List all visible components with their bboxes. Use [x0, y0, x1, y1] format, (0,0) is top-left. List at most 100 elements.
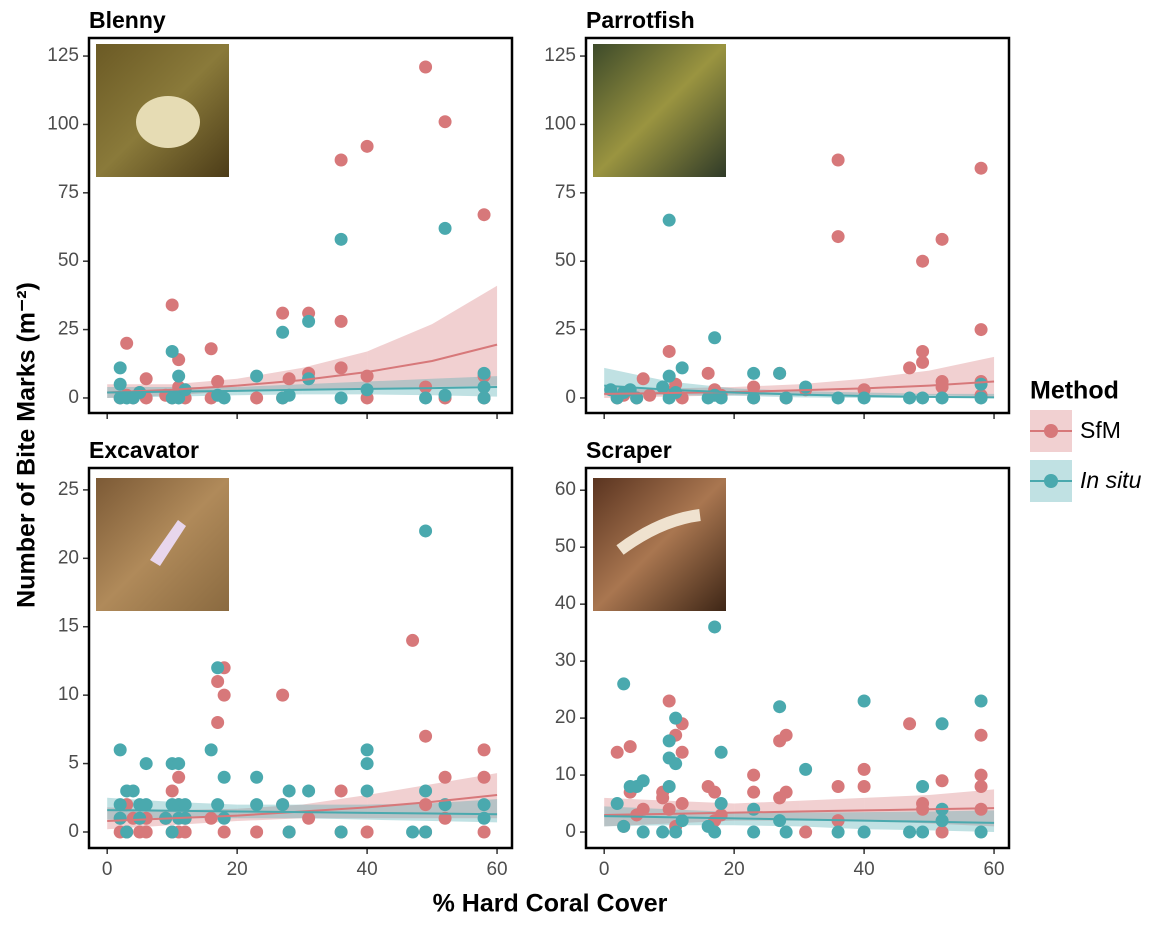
data-point	[250, 798, 263, 811]
data-point	[361, 140, 374, 153]
data-point	[120, 825, 133, 838]
data-point	[903, 361, 916, 374]
data-point	[211, 661, 224, 674]
panel-title: Excavator	[89, 437, 199, 463]
data-point	[975, 378, 988, 391]
data-point	[916, 391, 929, 404]
legend-key-point	[1044, 474, 1058, 488]
data-point	[669, 757, 682, 770]
data-point	[747, 826, 760, 839]
inset-photo	[593, 44, 726, 177]
y-tick-label: 60	[555, 479, 576, 500]
data-point	[663, 345, 676, 358]
y-tick-label: 125	[544, 45, 576, 66]
data-point	[478, 743, 491, 756]
data-point	[832, 153, 845, 166]
data-point	[406, 825, 419, 838]
data-point	[114, 378, 127, 391]
data-point	[419, 784, 432, 797]
data-point	[936, 826, 949, 839]
data-point	[773, 367, 786, 380]
y-tick-label: 10	[58, 684, 79, 705]
data-point	[936, 717, 949, 730]
data-point	[218, 771, 231, 784]
plot-area	[604, 620, 994, 838]
data-point	[975, 769, 988, 782]
data-point	[478, 367, 491, 380]
data-point	[663, 370, 676, 383]
data-point	[832, 391, 845, 404]
data-point	[715, 797, 728, 810]
data-point	[335, 784, 348, 797]
x-tick-label: 0	[599, 859, 610, 880]
data-point	[780, 826, 793, 839]
data-point	[419, 60, 432, 73]
data-point	[708, 331, 721, 344]
data-point	[335, 361, 348, 374]
y-axis-title: Number of Bite Marks (m⁻²)	[13, 282, 41, 608]
data-point	[335, 825, 348, 838]
data-point	[114, 743, 127, 756]
data-point	[439, 222, 452, 235]
data-point	[133, 812, 146, 825]
data-point	[205, 812, 218, 825]
data-point	[975, 826, 988, 839]
data-point	[302, 812, 315, 825]
y-tick-label: 25	[58, 319, 79, 340]
data-point	[858, 763, 871, 776]
data-point	[617, 820, 630, 833]
data-point	[799, 763, 812, 776]
data-point	[611, 746, 624, 759]
data-point	[858, 391, 871, 404]
y-tick-label: 40	[555, 593, 576, 614]
data-point	[773, 700, 786, 713]
data-point	[676, 814, 689, 827]
data-point	[858, 826, 871, 839]
data-point	[179, 825, 192, 838]
y-tick-label: 0	[565, 821, 576, 842]
confidence-ribbon	[864, 371, 929, 396]
data-point	[676, 797, 689, 810]
x-tick-label: 40	[854, 859, 875, 880]
data-point	[663, 695, 676, 708]
data-point	[419, 524, 432, 537]
data-point	[335, 153, 348, 166]
y-tick-label: 10	[555, 764, 576, 785]
data-point	[656, 381, 669, 394]
data-point	[637, 774, 650, 787]
data-point	[439, 389, 452, 402]
y-tick-label: 30	[555, 650, 576, 671]
data-point	[140, 825, 153, 838]
plot-area	[604, 153, 994, 404]
data-point	[335, 391, 348, 404]
data-point	[478, 771, 491, 784]
data-point	[780, 786, 793, 799]
data-point	[656, 826, 669, 839]
data-point	[832, 230, 845, 243]
panel-title: Parrotfish	[586, 7, 695, 33]
legend-label: SfM	[1080, 417, 1121, 443]
data-point	[676, 746, 689, 759]
x-tick-label: 0	[102, 859, 113, 880]
legend-key-point	[1044, 424, 1058, 438]
x-tick-label: 60	[486, 859, 507, 880]
data-point	[624, 740, 637, 753]
data-point	[335, 233, 348, 246]
data-point	[478, 825, 491, 838]
y-tick-label: 20	[555, 707, 576, 728]
data-point	[166, 784, 179, 797]
data-point	[832, 826, 845, 839]
data-point	[936, 814, 949, 827]
data-point	[120, 337, 133, 350]
data-point	[419, 730, 432, 743]
legend-title: Method	[1030, 377, 1119, 405]
data-point	[172, 771, 185, 784]
data-point	[747, 367, 760, 380]
data-point	[250, 370, 263, 383]
y-tick-label: 0	[68, 387, 79, 408]
data-point	[903, 826, 916, 839]
data-point	[663, 780, 676, 793]
data-point	[283, 372, 296, 385]
data-point	[335, 315, 348, 328]
data-point	[179, 798, 192, 811]
